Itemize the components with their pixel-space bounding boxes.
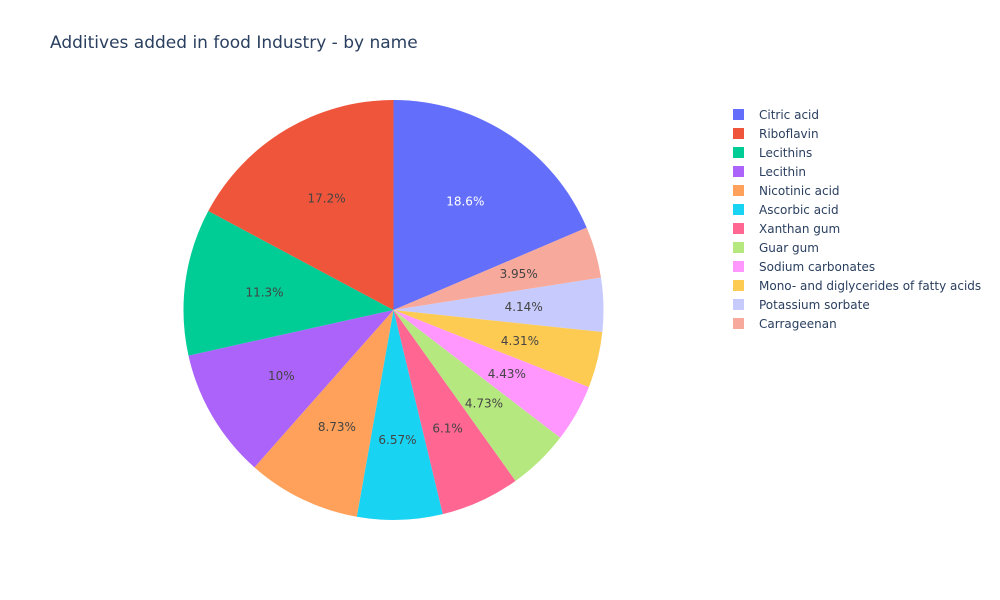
legend-label: Mono- and diglycerides of fatty acids (759, 278, 982, 293)
pie-slice-riboflavin[interactable] (208, 99, 394, 310)
pie-slice-nicotinic-acid[interactable] (254, 310, 394, 517)
legend-label: Xanthan gum (759, 221, 841, 236)
slice-label-nicotinic-acid: 8.73% (318, 420, 356, 434)
chart-title: Additives added in food Industry - by na… (50, 33, 418, 53)
pie-slice-lecithins[interactable] (183, 211, 394, 356)
legend-swatch (733, 318, 744, 329)
legend-item-lecithins[interactable]: Lecithins (733, 143, 995, 162)
legend-label: Ascorbic acid (759, 202, 839, 217)
slice-label-potassium-sorbate: 4.14% (505, 300, 543, 314)
legend-item-riboflavin[interactable]: Riboflavin (733, 124, 995, 143)
pie-slice-guar-gum[interactable] (393, 310, 561, 481)
legend-swatch (733, 223, 744, 234)
pie-slice-xanthan-gum[interactable] (393, 310, 516, 515)
legend-label: Riboflavin (759, 126, 819, 141)
legend-swatch (733, 280, 744, 291)
pie-slice-ascorbic-acid[interactable] (356, 310, 443, 520)
legend-swatch (733, 204, 744, 215)
slice-label-ascorbic-acid: 6.57% (378, 433, 416, 447)
legend-item-carrageenan[interactable]: Carrageenan (733, 314, 995, 333)
pie-slice-sodium-carbonates[interactable] (393, 310, 589, 438)
slice-label-sodium-carbonates: 4.43% (488, 367, 526, 381)
slice-label-lecithin: 10% (268, 369, 295, 383)
legend-label: Citric acid (759, 107, 819, 122)
legend-label: Lecithin (759, 164, 807, 179)
pie-slice-citric-acid[interactable] (393, 100, 587, 310)
legend-swatch (733, 128, 744, 139)
pie-slice-lecithin[interactable] (188, 310, 394, 468)
legend-item-xanthan-gum[interactable]: Xanthan gum (733, 219, 995, 238)
legend-item-citric-acid[interactable]: Citric acid (733, 105, 995, 124)
pie-slice-mono-and-diglycerides-of-fatty-acids[interactable] (393, 310, 603, 388)
legend-item-potassium-sorbate[interactable]: Potassium sorbate (733, 295, 995, 314)
legend-swatch (733, 109, 744, 120)
slice-label-citric-acid: 18.6% (446, 194, 484, 208)
legend-label: Lecithins (759, 145, 813, 160)
legend-label: Nicotinic acid (759, 183, 840, 198)
legend: Citric acid Riboflavin Lecithins Lecithin Ni… (733, 105, 995, 333)
slice-label-lecithins: 11.3% (245, 285, 283, 299)
legend-item-lecithin[interactable]: Lecithin (733, 162, 995, 181)
legend-label: Sodium carbonates (759, 259, 876, 274)
slice-label-guar-gum: 4.73% (465, 397, 503, 411)
legend-item-mono-and-diglycerides-of-fatty-acids[interactable]: Mono- and diglycerides of fatty acids (733, 276, 995, 295)
slice-label-riboflavin: 17.2% (307, 191, 345, 205)
pie-slice-carrageenan[interactable] (393, 227, 601, 310)
legend-item-nicotinic-acid[interactable]: Nicotinic acid (733, 181, 995, 200)
legend-label: Guar gum (759, 240, 819, 255)
legend-item-sodium-carbonates[interactable]: Sodium carbonates (733, 257, 995, 276)
pie-slice-potassium-sorbate[interactable] (393, 277, 604, 333)
legend-swatch (733, 242, 744, 253)
slice-label-xanthan-gum: 6.1% (432, 421, 463, 435)
legend-swatch (733, 147, 744, 158)
legend-item-ascorbic-acid[interactable]: Ascorbic acid (733, 200, 995, 219)
legend-item-guar-gum[interactable]: Guar gum (733, 238, 995, 257)
slice-label-mono-and-diglycerides-of-fatty-acids: 4.31% (501, 334, 539, 348)
slice-label-carrageenan: 3.95% (500, 267, 538, 281)
legend-label: Potassium sorbate (759, 297, 870, 312)
legend-label: Carrageenan (759, 316, 837, 331)
legend-swatch (733, 185, 744, 196)
legend-swatch (733, 261, 744, 272)
legend-swatch (733, 166, 744, 177)
legend-swatch (733, 299, 744, 310)
